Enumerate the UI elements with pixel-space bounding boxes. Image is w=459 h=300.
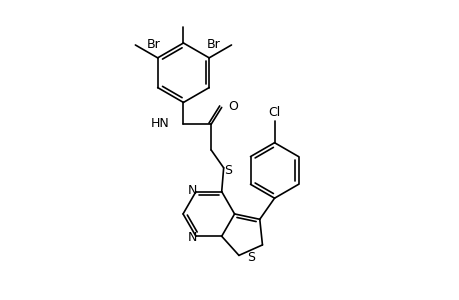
Text: S: S (223, 164, 231, 177)
Text: HN: HN (151, 117, 169, 130)
Text: Br: Br (207, 38, 220, 52)
Text: N: N (187, 231, 196, 244)
Text: O: O (228, 100, 238, 113)
Text: Cl: Cl (268, 106, 280, 119)
Text: S: S (246, 251, 254, 264)
Text: Br: Br (146, 38, 160, 52)
Text: N: N (187, 184, 196, 197)
